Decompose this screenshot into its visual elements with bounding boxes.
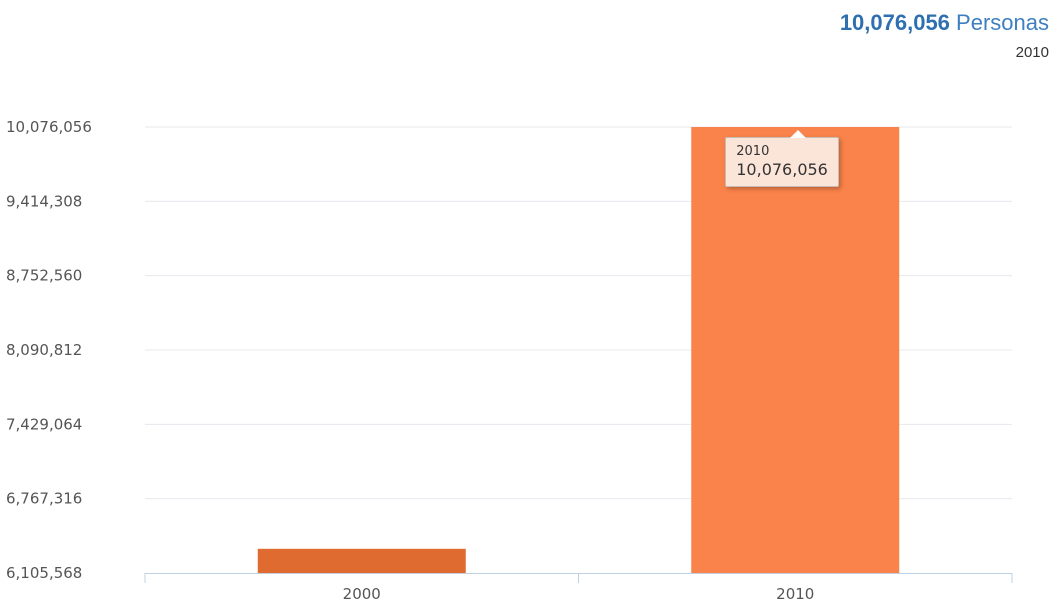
y-axis-ticks: 6,105,568 6,767,316 7,429,064 8,090,812 8,75… [6, 118, 92, 582]
x-axis [144, 573, 1013, 583]
y-tick-label: 6,767,316 [6, 490, 82, 508]
y-tick-label: 6,105,568 [6, 564, 82, 582]
summary-panel: 10,076,056 Personas 2010 [840, 8, 1049, 64]
summary-total: 10,076,056 Personas [840, 8, 1049, 38]
tooltip-value: 10,076,056 [736, 160, 828, 179]
summary-unit: Personas [956, 10, 1049, 35]
summary-value: 10,076,056 [839, 10, 950, 35]
y-tick-label: 7,429,064 [6, 415, 82, 433]
x-axis-ticks: 2000 2010 [343, 585, 815, 602]
y-tick-label: 8,752,560 [6, 267, 82, 285]
y-tick-label: 10,076,056 [6, 118, 92, 136]
tooltip-category: 2010 [736, 144, 770, 159]
summary-year: 2010 [1015, 44, 1049, 61]
y-tick-label: 9,414,308 [6, 192, 82, 210]
bar-2000[interactable] [257, 548, 466, 573]
x-tick-label: 2000 [343, 585, 381, 602]
x-tick-label: 2010 [776, 585, 814, 602]
y-tick-label: 8,090,812 [6, 341, 82, 359]
bar-2010[interactable] [691, 127, 900, 573]
bars [257, 127, 900, 573]
data-tooltip: 2010 10,076,056 [725, 130, 839, 187]
